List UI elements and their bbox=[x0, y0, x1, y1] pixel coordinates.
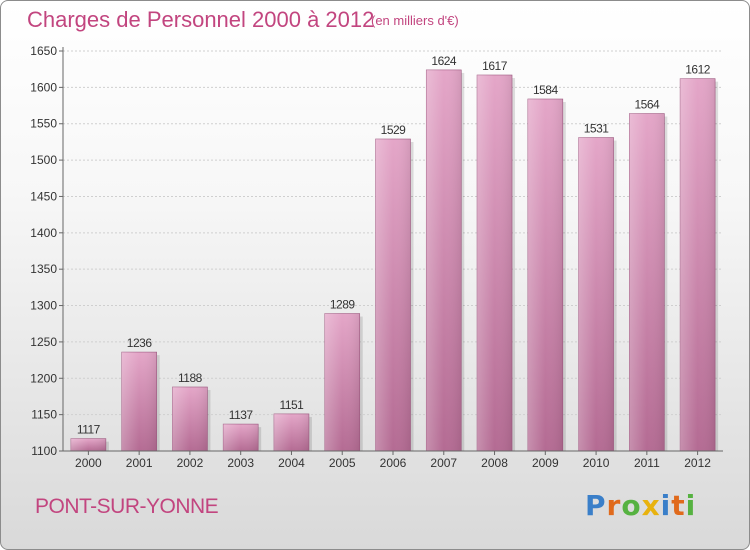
y-tick-label: 1500 bbox=[30, 153, 57, 167]
data-label: 1617 bbox=[482, 59, 508, 73]
y-tick-label: 1650 bbox=[30, 44, 57, 58]
bar-highlight bbox=[477, 75, 513, 451]
logo-letter: P bbox=[585, 489, 607, 522]
bar-highlight bbox=[527, 99, 563, 451]
y-tick-label: 1450 bbox=[30, 189, 57, 203]
bar-highlight bbox=[223, 424, 259, 451]
bar-highlight bbox=[70, 438, 106, 451]
proxiti-logo: Proxiti bbox=[585, 489, 696, 522]
x-tick-label: 2006 bbox=[380, 456, 407, 470]
x-tick-label: 2003 bbox=[227, 456, 254, 470]
y-tick-label: 1400 bbox=[30, 226, 57, 240]
bar-highlight bbox=[324, 313, 360, 451]
logo-letter: i bbox=[660, 489, 672, 522]
bar-highlight bbox=[680, 78, 716, 452]
x-tick-label: 2007 bbox=[430, 456, 457, 470]
x-tick-label: 2009 bbox=[532, 456, 559, 470]
x-tick-label: 2012 bbox=[684, 456, 711, 470]
x-tick-label: 2005 bbox=[329, 456, 356, 470]
logo-letter: x bbox=[641, 489, 661, 522]
y-tick-label: 1200 bbox=[30, 371, 57, 385]
y-tick-label: 1600 bbox=[30, 80, 57, 94]
data-label: 1117 bbox=[77, 423, 101, 437]
y-tick-label: 1300 bbox=[30, 299, 57, 313]
data-label: 1584 bbox=[533, 83, 559, 97]
logo-letter: r bbox=[606, 489, 622, 522]
y-tick-label: 1350 bbox=[30, 262, 57, 276]
data-label: 1188 bbox=[178, 371, 203, 385]
chart-title: Charges de Personnel 2000 à 2012 bbox=[27, 7, 375, 32]
bar-highlight bbox=[578, 137, 614, 451]
y-tick-label: 1250 bbox=[30, 335, 57, 349]
y-tick-label: 1100 bbox=[31, 444, 57, 458]
y-tick-label: 1550 bbox=[30, 117, 57, 131]
logo-letter: t bbox=[671, 489, 686, 522]
x-tick-label: 2002 bbox=[177, 456, 204, 470]
bar-highlight bbox=[629, 113, 665, 451]
x-tick-label: 2008 bbox=[481, 456, 508, 470]
data-label: 1151 bbox=[280, 398, 305, 412]
bar-highlight bbox=[172, 387, 208, 451]
data-label: 1289 bbox=[330, 298, 356, 312]
data-label: 1531 bbox=[584, 122, 610, 136]
chart-subtitle: (en milliers d'€) bbox=[371, 13, 459, 28]
logo-letter: o bbox=[621, 489, 642, 522]
x-tick-label: 2011 bbox=[634, 456, 660, 470]
commune-name: PONT-SUR-YONNE bbox=[35, 495, 219, 518]
y-tick-label: 1150 bbox=[31, 408, 57, 422]
x-tick-label: 2010 bbox=[583, 456, 610, 470]
x-tick-label: 2001 bbox=[126, 456, 153, 470]
data-label: 1236 bbox=[127, 336, 153, 350]
data-label: 1529 bbox=[381, 123, 407, 137]
x-tick-label: 2004 bbox=[278, 456, 305, 470]
bar-highlight bbox=[375, 139, 411, 451]
data-label: 1624 bbox=[431, 54, 457, 68]
data-label: 1564 bbox=[634, 98, 660, 112]
x-tick-label: 2000 bbox=[75, 456, 102, 470]
bar-highlight bbox=[426, 69, 462, 451]
bar-highlight bbox=[273, 413, 309, 451]
logo-letter: i bbox=[685, 489, 697, 522]
bar-highlight bbox=[121, 352, 157, 451]
data-label: 1137 bbox=[229, 408, 254, 422]
data-label: 1612 bbox=[685, 63, 711, 77]
